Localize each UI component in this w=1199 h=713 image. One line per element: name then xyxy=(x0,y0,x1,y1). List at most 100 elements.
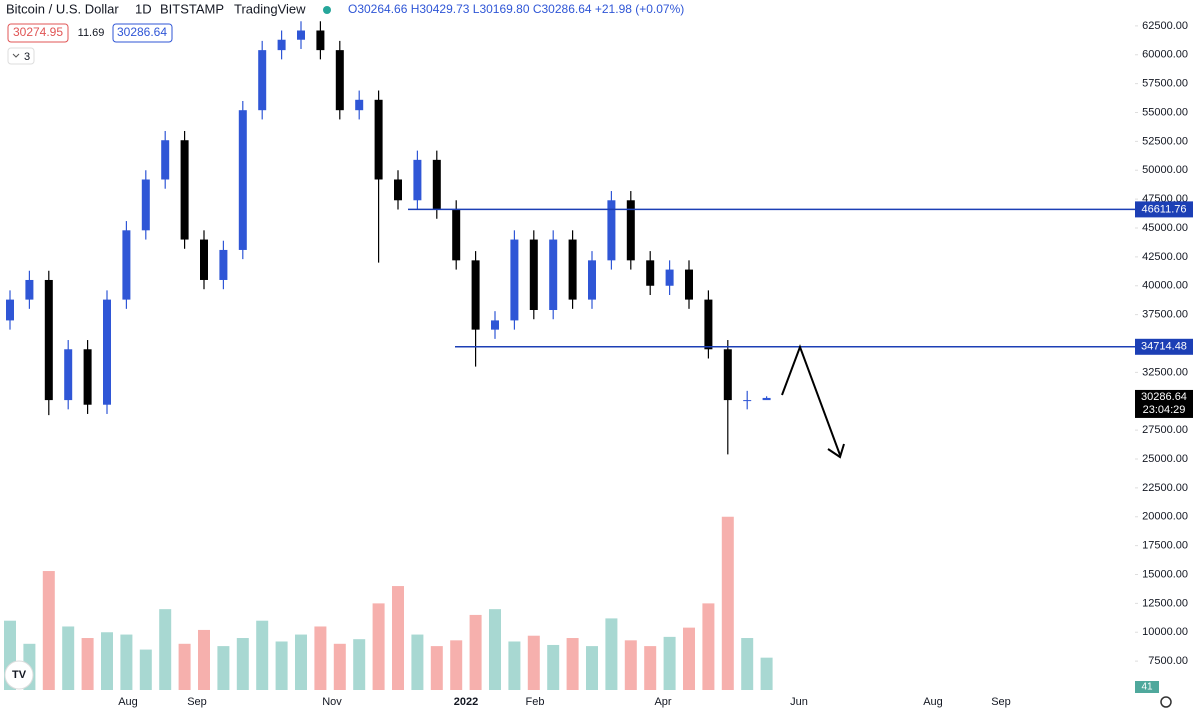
candle-body xyxy=(646,260,655,286)
candle-body xyxy=(491,320,499,330)
candle-body xyxy=(161,140,170,180)
candle-body xyxy=(180,140,189,240)
volume-bar xyxy=(702,603,715,690)
arrow-head xyxy=(827,443,845,459)
volume-bar xyxy=(683,627,695,690)
y-tick-label: 32500.00 xyxy=(1142,366,1188,378)
candle-body xyxy=(704,299,713,350)
y-tick-label: 42500.00 xyxy=(1142,251,1188,263)
level-label: 46611.76 xyxy=(1141,203,1186,215)
y-tick-label: 20000.00 xyxy=(1142,511,1188,523)
volume-bar xyxy=(295,634,307,690)
candle-body xyxy=(413,159,422,201)
x-tick-label: Aug xyxy=(118,696,138,708)
candle-body xyxy=(665,269,674,286)
volume-bar xyxy=(760,657,773,690)
candle-body xyxy=(64,349,73,401)
spread: 11.69 xyxy=(78,27,105,39)
x-tick-label: Jun xyxy=(790,696,808,708)
volume-bar xyxy=(120,634,133,690)
y-tick-label: 10000.00 xyxy=(1142,626,1188,638)
last-price: 30286.64 xyxy=(1141,391,1187,403)
buy-box[interactable] xyxy=(112,23,173,43)
volume-bar xyxy=(547,644,560,690)
volume-bar xyxy=(624,640,637,690)
volume-bar xyxy=(450,640,463,690)
indicator-toggle[interactable] xyxy=(7,47,35,65)
candle-body xyxy=(374,99,383,180)
y-tick-label: 45000.00 xyxy=(1142,222,1188,234)
candle-body xyxy=(355,99,364,111)
settings-icon[interactable] xyxy=(1160,696,1172,708)
x-tick-label: Sep xyxy=(187,696,207,708)
sell-price: 30274.95 xyxy=(13,25,63,39)
volume-bar xyxy=(566,638,579,690)
volume-bar xyxy=(489,609,501,690)
tv-logo[interactable] xyxy=(4,660,34,690)
y-tick-label: 60000.00 xyxy=(1142,49,1188,61)
volume-bar xyxy=(217,646,230,690)
volume-bar xyxy=(139,649,152,690)
ohlc: O30264.66 H30429.73 L30169.80 C30286.64 … xyxy=(348,2,684,16)
last-price-tag xyxy=(1135,389,1193,418)
tv-logo-text: TV xyxy=(12,669,27,681)
y-tick-label: 55000.00 xyxy=(1142,106,1188,118)
y-tick-label: 52500.00 xyxy=(1142,135,1188,147)
volume-bar xyxy=(430,646,443,690)
volume-bar xyxy=(353,639,366,690)
x-tick-label: Feb xyxy=(526,696,545,708)
candle-body xyxy=(238,110,247,250)
y-tick-label: 50000.00 xyxy=(1142,164,1188,176)
y-tick-label: 57500.00 xyxy=(1142,78,1188,90)
y-tick-label: 40000.00 xyxy=(1142,280,1188,292)
plot: 7500.00 10000.00 12500.00 15000.00 17500.00 2… xyxy=(4,0,1193,708)
candle-body xyxy=(297,30,305,40)
y-tick-label: 62500.00 xyxy=(1142,20,1188,32)
candle-body xyxy=(432,159,441,210)
volume-tag xyxy=(1135,681,1159,693)
candle-body xyxy=(471,260,480,330)
candle-body xyxy=(588,260,596,300)
volume-bar xyxy=(372,603,385,690)
candle-body xyxy=(568,239,577,300)
volume-bar xyxy=(333,643,346,690)
last-volume: 41 xyxy=(1141,682,1153,693)
volume-bar xyxy=(81,638,94,690)
y-tick-label: 7500.00 xyxy=(1148,655,1188,667)
y-tick-label: 17500.00 xyxy=(1142,540,1188,552)
candle-body xyxy=(723,349,732,401)
candle-body xyxy=(685,269,693,300)
volume-bar xyxy=(721,516,734,690)
indicator-count: 3 xyxy=(24,51,30,63)
candle-body xyxy=(549,239,558,311)
volume-bar xyxy=(644,646,657,690)
countdown: 23:04:29 xyxy=(1143,404,1186,416)
exchange: BITSTAMP xyxy=(160,1,224,16)
candle-body xyxy=(607,200,616,261)
volume-bar xyxy=(469,614,482,690)
candle-body xyxy=(626,200,635,261)
header-bg xyxy=(0,0,720,20)
y-tick-label: 22500.00 xyxy=(1142,482,1188,494)
sell-box[interactable] xyxy=(7,23,69,43)
volume-bar xyxy=(62,626,75,690)
candle-body xyxy=(316,30,325,51)
candle-body xyxy=(258,50,267,111)
x-tick-label: 2022 xyxy=(454,696,478,708)
volume-bar xyxy=(663,636,676,690)
buy-price: 30286.64 xyxy=(117,25,167,39)
candle-body xyxy=(762,397,771,401)
volume-bar xyxy=(586,646,598,690)
volume-bar xyxy=(527,635,540,690)
volume-bar xyxy=(159,609,172,690)
volume-bar xyxy=(178,643,191,690)
level-tag xyxy=(1135,201,1193,218)
candle-body xyxy=(743,400,752,402)
candle-body xyxy=(25,279,34,300)
y-tick-label: 37500.00 xyxy=(1142,309,1188,321)
volume-bar xyxy=(314,626,327,690)
candle-body xyxy=(219,249,228,280)
chevron xyxy=(12,53,20,58)
